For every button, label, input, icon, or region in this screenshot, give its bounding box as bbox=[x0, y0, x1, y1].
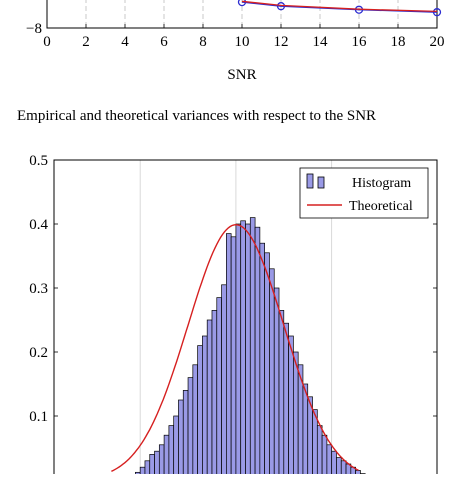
variance-x-tick-label: 12 bbox=[274, 34, 289, 50]
legend-histogram-swatch-b bbox=[318, 177, 324, 188]
histogram-bar bbox=[193, 365, 198, 474]
histogram-bar bbox=[356, 470, 361, 474]
histogram-y-tick-label: 0.4 bbox=[29, 217, 48, 233]
histogram-bar bbox=[303, 384, 308, 474]
histogram-bar bbox=[274, 288, 279, 474]
histogram-bar bbox=[222, 285, 227, 474]
histogram-bar bbox=[207, 320, 212, 474]
histogram-bar bbox=[260, 243, 265, 474]
histogram-bar bbox=[236, 224, 241, 474]
variance-chart: 0 2 4 6 8 10 12 14 16 18 20 −8 SNR bbox=[26, 0, 444, 83]
variance-series-line-1 bbox=[242, 1, 437, 11]
variance-x-axis-label: SNR bbox=[227, 67, 256, 83]
histogram-bar bbox=[198, 346, 203, 474]
variance-x-tick-label: 18 bbox=[391, 34, 406, 50]
histogram-bar bbox=[226, 234, 231, 474]
variance-y-ticks: −8 bbox=[26, 21, 42, 37]
histogram-bar bbox=[332, 451, 337, 474]
histogram-bar bbox=[140, 467, 145, 474]
variance-x-tick-label: 14 bbox=[313, 34, 329, 50]
variance-x-tick-label: 4 bbox=[121, 34, 129, 50]
histogram-bar bbox=[202, 336, 207, 474]
histogram-bar bbox=[269, 269, 274, 474]
histogram-bar bbox=[169, 426, 174, 474]
histogram-y-tick-label: 0.5 bbox=[29, 153, 48, 169]
histogram-bar bbox=[284, 323, 289, 474]
variance-x-tick-label: 16 bbox=[352, 34, 368, 50]
histogram-bar bbox=[231, 237, 236, 474]
histogram-bars bbox=[135, 218, 365, 474]
histogram-bar bbox=[265, 253, 270, 474]
variance-x-tick-label: 0 bbox=[43, 34, 51, 50]
variance-series bbox=[239, 0, 441, 16]
histogram-bar bbox=[188, 378, 193, 474]
histogram-y-tick-label: 0.2 bbox=[29, 345, 48, 361]
histogram-bar bbox=[174, 416, 179, 474]
legend-histogram-swatch-a bbox=[307, 174, 313, 188]
variance-y-tick-label: −8 bbox=[26, 21, 42, 37]
histogram-bar bbox=[279, 310, 284, 474]
histogram-bar bbox=[159, 445, 164, 474]
histogram-bar bbox=[241, 221, 246, 474]
variance-x-tick-label: 10 bbox=[235, 34, 250, 50]
histogram-bar bbox=[178, 400, 183, 474]
histogram-y-tick-label: 0.3 bbox=[29, 281, 48, 297]
variance-grid bbox=[86, 0, 398, 28]
variance-x-tick-label: 6 bbox=[160, 34, 168, 50]
histogram-bar bbox=[145, 461, 150, 474]
histogram-bar bbox=[164, 435, 169, 474]
histogram-bar bbox=[250, 218, 255, 474]
histogram-chart: 0.1 0.2 0.3 0.4 0.5 Histogram Theoretical bbox=[29, 153, 437, 474]
histogram-bar bbox=[255, 227, 260, 474]
histogram-bar bbox=[317, 426, 322, 474]
variance-x-tick-label: 2 bbox=[82, 34, 90, 50]
histogram-bar bbox=[289, 336, 294, 474]
histogram-bar bbox=[155, 451, 160, 474]
histogram-bar bbox=[183, 390, 188, 474]
histogram-bar bbox=[212, 310, 217, 474]
variance-x-tick-label: 20 bbox=[430, 34, 445, 50]
variance-x-tick-label: 8 bbox=[199, 34, 207, 50]
legend-label-histogram: Histogram bbox=[352, 176, 411, 191]
histogram-bar bbox=[217, 298, 222, 474]
histogram-bar bbox=[150, 454, 155, 474]
legend: Histogram Theoretical bbox=[300, 168, 428, 218]
histogram-bar bbox=[341, 461, 346, 474]
histogram-bar bbox=[246, 224, 251, 474]
histogram-bar bbox=[322, 435, 327, 474]
figure-caption: Empirical and theoretical variances with… bbox=[17, 108, 376, 124]
legend-label-theoretical: Theoretical bbox=[349, 199, 413, 214]
histogram-bar bbox=[327, 445, 332, 474]
histogram-bar bbox=[336, 458, 341, 474]
histogram-y-tick-label: 0.1 bbox=[29, 409, 48, 425]
